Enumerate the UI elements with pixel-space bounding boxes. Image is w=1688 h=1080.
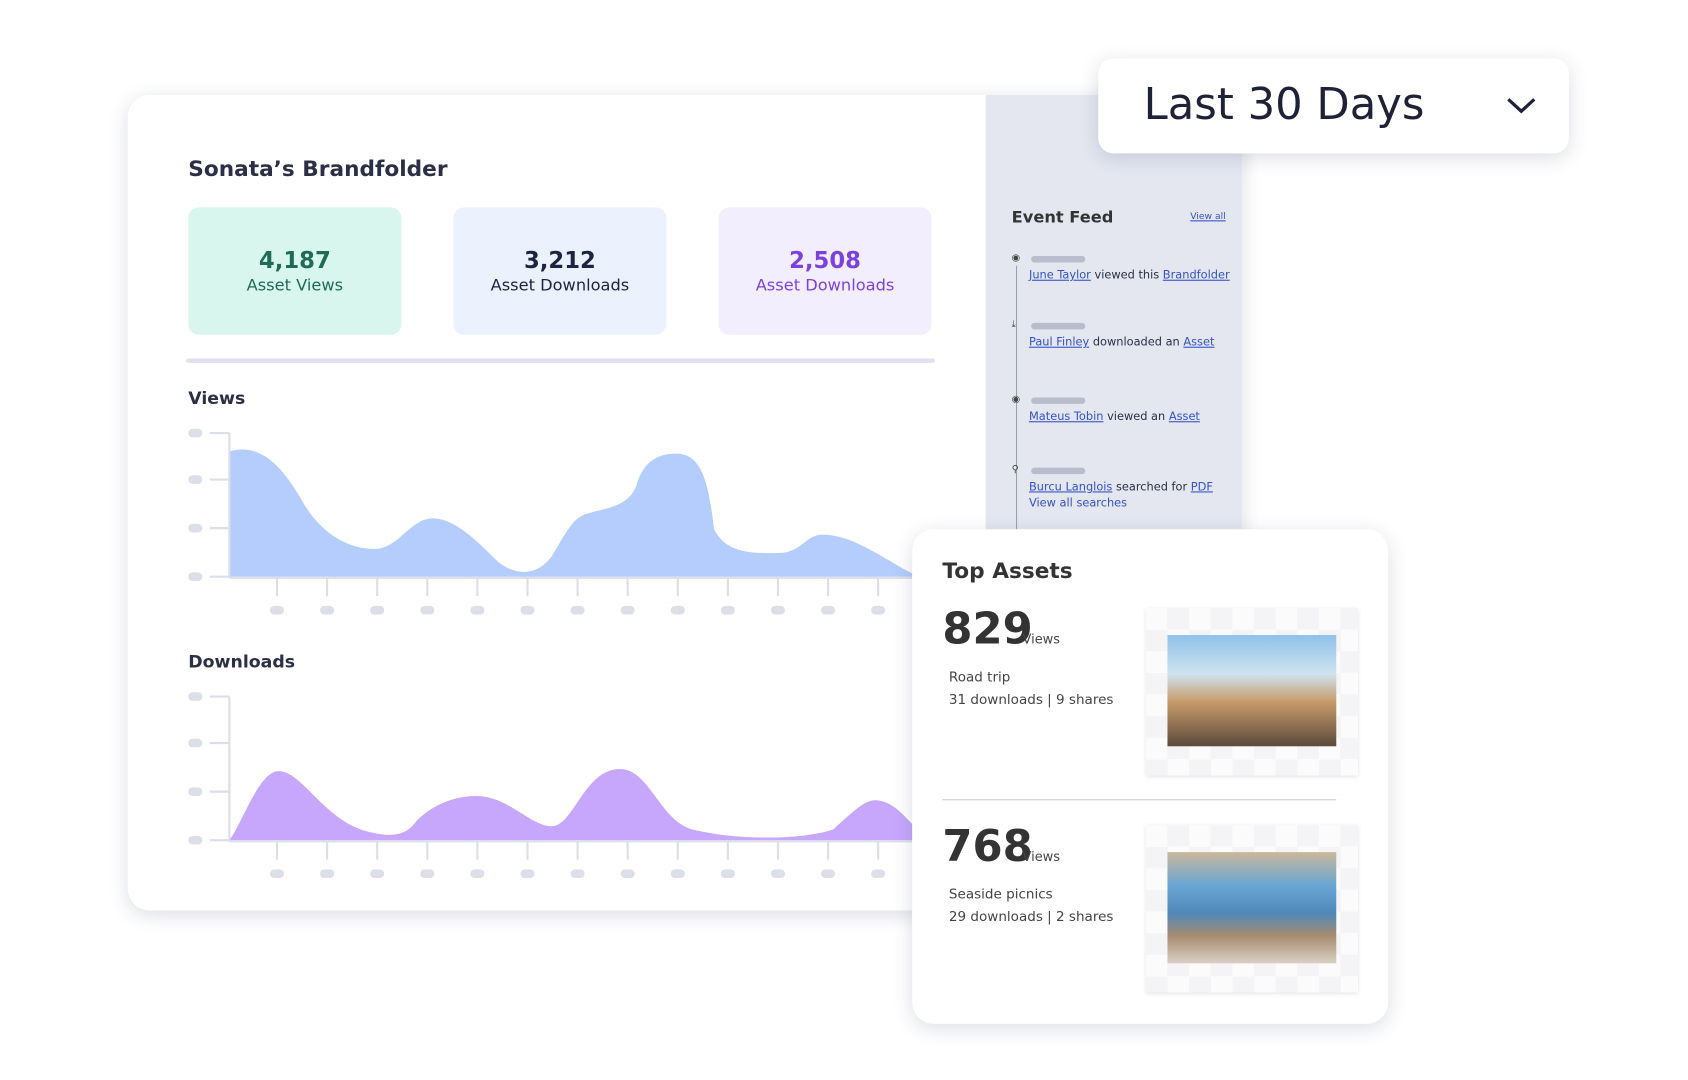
asset-stats: 29 downloads | 2 shares xyxy=(948,908,1114,925)
event-text: Mateus Tobin viewed an Asset xyxy=(1029,410,1200,423)
user-link[interactable]: June Taylor xyxy=(1028,268,1091,282)
axis-placeholder xyxy=(188,738,203,748)
dashboard-title: Sonata’s Brandfolder xyxy=(188,155,448,182)
event-action: viewed an xyxy=(1107,410,1166,424)
stat-value: 4,187 xyxy=(258,247,331,274)
axis-placeholder xyxy=(570,869,585,879)
user-link[interactable]: Mateus Tobin xyxy=(1028,410,1104,424)
asset-unit: Views xyxy=(1022,631,1061,647)
axis-placeholder xyxy=(520,869,535,879)
top-assets-card: Top Assets 829 Views Road trip 31 downloads… xyxy=(912,529,1389,1024)
event-feed-title: Event Feed xyxy=(1011,207,1114,227)
chart-title: Downloads xyxy=(188,651,296,672)
axis-placeholder xyxy=(269,869,285,879)
axis-placeholder xyxy=(370,869,385,879)
object-link[interactable]: PDF xyxy=(1190,480,1213,494)
axis-placeholder xyxy=(320,605,335,615)
axis-placeholder xyxy=(269,605,285,615)
asset-name: Road trip xyxy=(948,668,1011,685)
asset-name: Seaside picnics xyxy=(948,885,1053,902)
event-placeholder xyxy=(1031,397,1086,404)
axis-placeholder xyxy=(470,605,485,615)
stat-value: 3,212 xyxy=(523,247,596,274)
asset-value: 768 xyxy=(942,821,1033,872)
axis-placeholder xyxy=(821,869,836,879)
axis-placeholder xyxy=(620,605,635,615)
chart-title: Views xyxy=(188,387,246,409)
axis-placeholder xyxy=(770,869,785,879)
chart-layer xyxy=(188,428,915,879)
user-link[interactable]: Paul Finley xyxy=(1028,335,1090,349)
axis-placeholder xyxy=(570,605,585,615)
event-action: searched for xyxy=(1115,480,1188,494)
divider xyxy=(942,799,1337,801)
event-placeholder xyxy=(1031,255,1086,263)
event-text: Burcu Langlois searched for PDF xyxy=(1029,481,1213,494)
axis-placeholder xyxy=(188,523,203,533)
asset-frame xyxy=(1145,825,1358,993)
axis-placeholder xyxy=(620,869,635,879)
axis-placeholder xyxy=(821,605,836,615)
extra-link[interactable]: View all searches xyxy=(1028,496,1128,510)
stat-label: Asset Downloads xyxy=(490,275,630,295)
event-icon: ⚲ xyxy=(1011,464,1019,476)
axis-placeholder xyxy=(720,605,735,615)
axis-placeholder xyxy=(320,869,335,879)
axis-placeholder xyxy=(871,869,886,879)
stat-label: Asset Downloads xyxy=(755,275,895,295)
event-placeholder xyxy=(1031,322,1086,330)
axis-placeholder xyxy=(420,869,435,879)
axis-placeholder xyxy=(370,605,385,615)
top-assets-title: Top Assets xyxy=(942,557,1073,584)
stat-card: 4,187 Asset Views xyxy=(188,207,402,335)
axis-placeholder xyxy=(770,605,785,615)
event-text: Paul Finley downloaded an Asset xyxy=(1029,336,1214,349)
axis-placeholder xyxy=(188,428,203,438)
event-icon: ⤓ xyxy=(1011,319,1016,331)
asset-stats: 31 downloads | 9 shares xyxy=(948,691,1114,708)
event-action: downloaded an xyxy=(1092,335,1180,349)
axis-placeholder xyxy=(188,692,203,701)
date-filter[interactable]: Last 30 Days xyxy=(1098,58,1569,154)
axis-placeholder xyxy=(188,572,203,582)
divider xyxy=(186,358,935,363)
asset-frame xyxy=(1145,608,1358,776)
object-link[interactable]: Brandfolder xyxy=(1162,268,1230,282)
asset-thumbnail xyxy=(1167,635,1337,747)
event-text: June Taylor viewed this Brandfolder xyxy=(1029,269,1230,282)
event-action: viewed this xyxy=(1094,268,1160,282)
dashboard-card xyxy=(127,95,1243,911)
date-filter-label: Last 30 Days xyxy=(1143,79,1425,130)
event-icon: ◉ xyxy=(1011,252,1021,264)
asset-unit: Views xyxy=(1022,848,1061,865)
chevron-icon xyxy=(1507,98,1536,114)
object-link[interactable]: Asset xyxy=(1183,335,1215,349)
stat-value: 2,508 xyxy=(789,247,861,274)
stat-card: 2,508 Asset Downloads xyxy=(718,207,932,335)
asset-thumbnail xyxy=(1167,852,1337,964)
axis-placeholder xyxy=(670,605,685,615)
axis-placeholder xyxy=(188,787,203,796)
axis-placeholder xyxy=(188,475,203,484)
axis-placeholder xyxy=(670,869,685,879)
axis-placeholder xyxy=(420,605,435,615)
event-placeholder xyxy=(1031,467,1086,475)
axis-placeholder xyxy=(520,605,535,615)
axis-placeholder xyxy=(871,605,886,615)
stat-card: 3,212 Asset Downloads xyxy=(453,207,667,335)
axis-placeholder xyxy=(188,835,203,845)
axis-placeholder xyxy=(470,869,485,879)
user-link[interactable]: Burcu Langlois xyxy=(1028,480,1113,494)
axis-placeholder xyxy=(720,869,735,879)
event-icon: ◉ xyxy=(1011,394,1021,406)
views-area xyxy=(229,449,915,577)
downloads-area xyxy=(229,768,915,841)
view-all-link[interactable]: View all xyxy=(1190,211,1226,223)
object-link[interactable]: Asset xyxy=(1168,410,1200,424)
timeline xyxy=(1015,265,1018,531)
asset-value: 829 xyxy=(942,604,1033,655)
stat-label: Asset Views xyxy=(246,275,344,295)
